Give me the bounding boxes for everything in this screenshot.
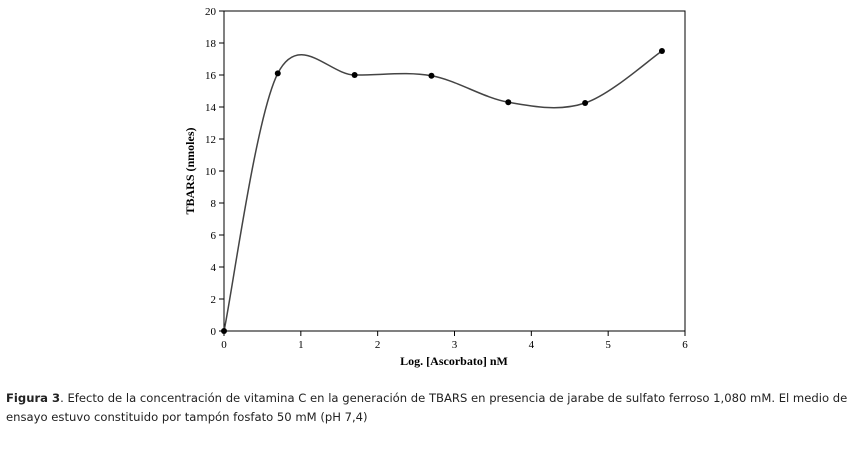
y-tick-label: 8 — [211, 198, 217, 210]
y-axis-title: TBARS (nmoles) — [183, 127, 197, 214]
x-tick-label: 2 — [375, 339, 381, 351]
caption-text: . Efecto de la concentración de vitamina… — [6, 391, 848, 424]
y-tick-label: 6 — [211, 230, 217, 242]
data-point — [582, 100, 589, 106]
y-tick-label: 2 — [211, 294, 217, 306]
plot-area — [223, 10, 686, 332]
data-point — [351, 72, 358, 78]
data-point — [221, 328, 227, 334]
y-tick-label: 16 — [205, 70, 217, 82]
data-point — [274, 70, 281, 77]
data-point — [658, 48, 665, 54]
data-points — [221, 48, 665, 334]
y-tick-label: 14 — [205, 102, 217, 114]
caption-label: Figura 3 — [6, 391, 61, 405]
y-tick-label: 20 — [205, 6, 217, 18]
y-tick-label: 0 — [211, 326, 217, 338]
y-tick-label: 4 — [211, 262, 217, 274]
y-tick-label: 18 — [205, 38, 217, 50]
x-tick-label: 0 — [221, 339, 227, 351]
series-line — [223, 50, 663, 332]
x-tick-label: 3 — [452, 339, 458, 351]
x-tick-label: 4 — [529, 339, 535, 351]
x-axis-title: Log. [Ascorbato] nM — [400, 354, 508, 368]
y-tick-label: 10 — [205, 166, 217, 178]
x-tick-label: 6 — [682, 339, 688, 351]
data-point — [505, 99, 512, 106]
x-tick-label: 1 — [298, 339, 304, 351]
data-point — [428, 72, 435, 79]
x-tick-label: 5 — [605, 339, 611, 351]
figure-caption: Figura 3. Efecto de la concentración de … — [6, 389, 862, 427]
y-tick-label: 12 — [205, 134, 216, 146]
